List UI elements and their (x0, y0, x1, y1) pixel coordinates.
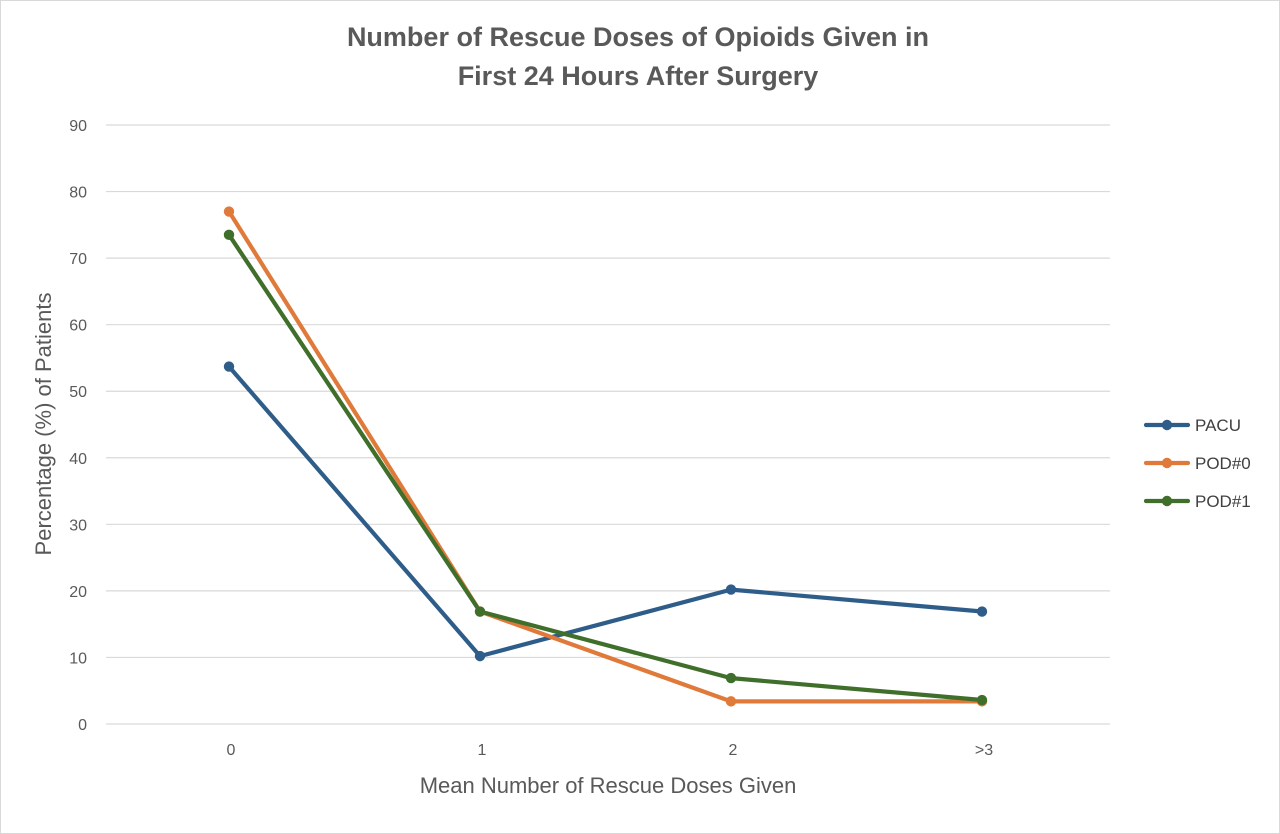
series-lines (226, 209, 985, 704)
legend-swatch-marker (1161, 495, 1173, 507)
y-tick-label: 40 (69, 451, 87, 468)
gridlines (106, 124, 1110, 725)
data-point-pacu-1 (474, 650, 486, 662)
x-tick-label: >3 (975, 742, 993, 759)
legend-swatch-marker (1161, 457, 1173, 469)
legend-label: PACU (1195, 416, 1241, 435)
y-tick-label: 20 (69, 584, 87, 601)
data-point-pod-0-2 (725, 696, 737, 707)
series-line-pacu (226, 364, 985, 659)
data-point-pod-1-2 (725, 672, 737, 684)
data-point-pacu-2 (725, 584, 737, 595)
chart-title-line-2: First 24 Hours After Surgery (458, 61, 819, 91)
y-tick-label: 80 (69, 185, 87, 202)
legend: PACU POD#0 POD#1 (1143, 416, 1251, 511)
data-point-pod-1-0 (223, 229, 235, 241)
legend-label: POD#1 (1195, 492, 1251, 511)
y-tick-label: 50 (69, 384, 87, 401)
y-tick-label: 70 (69, 251, 87, 268)
data-point-pod-1-3 (976, 694, 988, 706)
x-tick-label: 2 (729, 742, 738, 759)
x-tick-label: 0 (227, 742, 236, 759)
series-line-pod-0 (226, 209, 985, 704)
data-point-pacu-0 (223, 361, 235, 372)
y-tick-label: 60 (69, 318, 87, 335)
y-tick-label: 10 (69, 650, 87, 667)
y-tick-label: 30 (69, 517, 87, 534)
data-point-pod-0-0 (223, 206, 235, 217)
data-point-pod-1-1 (474, 606, 486, 617)
y-axis-title: Percentage (%) of Patients (31, 293, 56, 556)
y-tick-label: 0 (78, 717, 87, 734)
legend-swatch-marker (1161, 419, 1173, 431)
legend-label: POD#0 (1195, 454, 1251, 473)
x-axis-title: Mean Number of Rescue Doses Given (420, 773, 797, 798)
data-point-pacu-3 (976, 606, 988, 617)
y-axis-ticks: 0 10 20 30 40 50 60 70 80 90 (69, 118, 87, 734)
series-line-pod-1 (226, 232, 985, 703)
y-tick-label: 90 (69, 118, 87, 135)
x-axis-ticks: 0 1 2 >3 (227, 742, 994, 759)
series-points (223, 206, 988, 707)
chart-title-line-1: Number of Rescue Doses of Opioids Given … (347, 22, 929, 52)
x-tick-label: 1 (478, 742, 487, 759)
